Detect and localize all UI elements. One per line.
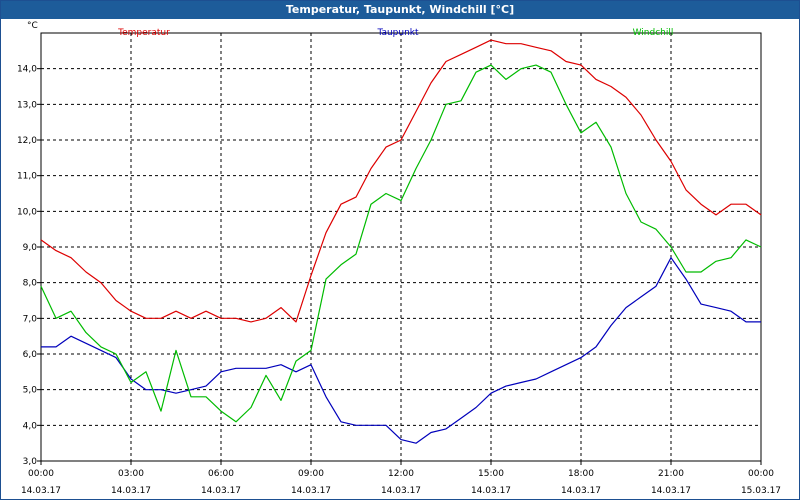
y-tick-label: 8,0	[23, 279, 38, 289]
x-tick-time: 21:00	[658, 469, 684, 479]
x-tick-time: 12:00	[388, 469, 414, 479]
x-tick-time: 06:00	[208, 469, 234, 479]
x-tick-time: 18:00	[568, 469, 594, 479]
x-tick-time: 15:00	[478, 469, 504, 479]
x-tick-date: 14.03.17	[21, 486, 61, 496]
series-lines	[40, 39, 762, 444]
x-tick-time: 00:00	[28, 469, 54, 479]
y-tick-label: 3,0	[23, 457, 38, 467]
y-tick-labels: 3,0 4,0 5,0 6,0 7,0 8,0 9,0 10,0 11,0 12,0 13,0 14,…	[17, 65, 37, 467]
y-tick-label: 6,0	[23, 350, 38, 360]
y-tick-label: 13,0	[17, 100, 37, 110]
legend-temperatur: Temperatur	[117, 28, 170, 38]
y-tick-label: 10,0	[17, 207, 37, 217]
x-tick-date: 14.03.17	[651, 486, 691, 496]
legend-windchill: Windchill	[633, 28, 674, 38]
y-tick-label: 12,0	[17, 136, 37, 146]
series-line-windchill	[40, 64, 762, 423]
x-tick-date: 14.03.17	[471, 486, 511, 496]
x-tick-date: 14.03.17	[201, 486, 241, 496]
x-tick-time: 00:00	[748, 469, 774, 479]
y-tick-label: 9,0	[23, 243, 38, 253]
x-tick-date: 14.03.17	[111, 486, 151, 496]
x-tick-time: 03:00	[118, 469, 144, 479]
x-tick-time: 09:00	[298, 469, 324, 479]
x-tick-date: 15.03.17	[741, 486, 781, 496]
chart-plot: °C 3,0 4,0 5,0 6,0 7,0 8,0 9,0 10,0 11,0 12,0 13,0…	[17, 21, 781, 496]
y-tick-label: 7,0	[23, 314, 38, 324]
y-tick-label: 11,0	[17, 172, 37, 182]
y-tick-label: 4,0	[23, 421, 38, 431]
y-tick-label: 5,0	[23, 386, 38, 396]
axes: °C	[27, 21, 762, 465]
y-tick-label: 14,0	[17, 65, 37, 75]
legend: Temperatur Taupunkt Windchill	[117, 28, 673, 38]
x-tick-labels: 00:00 14.03.17 03:00 14.03.17 06:00 14.03.17 0…	[21, 469, 781, 496]
grid-lines	[41, 33, 761, 462]
y-axis-label: °C	[27, 21, 38, 31]
x-tick-date: 14.03.17	[291, 486, 331, 496]
chart-title: Temperatur, Taupunkt, Windchill [°C]	[1, 1, 799, 19]
x-tick-date: 14.03.17	[381, 486, 421, 496]
series-line-temperatur	[40, 39, 762, 323]
legend-taupunkt: Taupunkt	[376, 28, 419, 38]
series-line-taupunkt	[41, 257, 761, 444]
x-tick-date: 14.03.17	[561, 486, 601, 496]
